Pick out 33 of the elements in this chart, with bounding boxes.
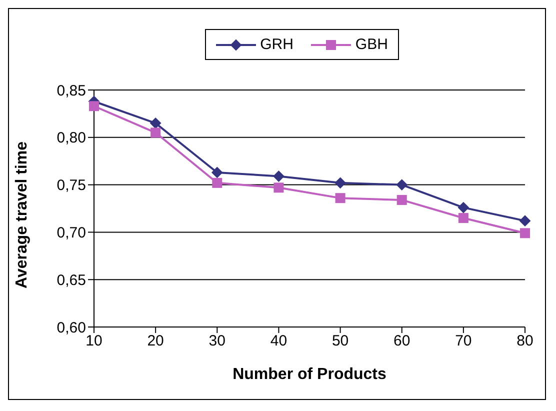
x-tick-label: 10 bbox=[86, 332, 102, 350]
point bbox=[335, 193, 346, 204]
x-tick-label: 60 bbox=[394, 332, 410, 350]
x-tick-label: 40 bbox=[270, 332, 288, 350]
x-tick-label: 20 bbox=[147, 332, 164, 350]
point bbox=[520, 215, 530, 226]
point bbox=[334, 177, 346, 188]
y-tick-label: 0,75 bbox=[56, 177, 86, 194]
point bbox=[396, 194, 407, 205]
point bbox=[150, 128, 161, 138]
x-axis-title: Number of Products bbox=[232, 366, 386, 383]
point bbox=[274, 182, 284, 193]
point bbox=[458, 212, 468, 223]
x-tick-label: 70 bbox=[455, 332, 472, 350]
point bbox=[458, 202, 469, 214]
y-tick-label: 0,70 bbox=[56, 224, 86, 242]
x-tick-label: 80 bbox=[516, 332, 534, 350]
y-tick-label: 0,80 bbox=[56, 130, 86, 147]
y-tick-label: 0,65 bbox=[56, 272, 86, 289]
point bbox=[212, 178, 222, 188]
point bbox=[150, 118, 162, 129]
legend-label: GRH bbox=[260, 36, 294, 53]
legend-label: GBH bbox=[355, 36, 388, 53]
point bbox=[89, 101, 99, 112]
y-tick-label: 0,60 bbox=[56, 319, 86, 336]
x-tick-label: 50 bbox=[332, 332, 349, 350]
y-tick-label: 0,85 bbox=[56, 82, 86, 100]
point bbox=[396, 179, 408, 190]
y-axis-title: Average travel time bbox=[14, 141, 31, 288]
point bbox=[520, 228, 530, 238]
x-tick-label: 30 bbox=[208, 332, 226, 350]
point bbox=[273, 170, 284, 182]
point bbox=[212, 166, 223, 178]
